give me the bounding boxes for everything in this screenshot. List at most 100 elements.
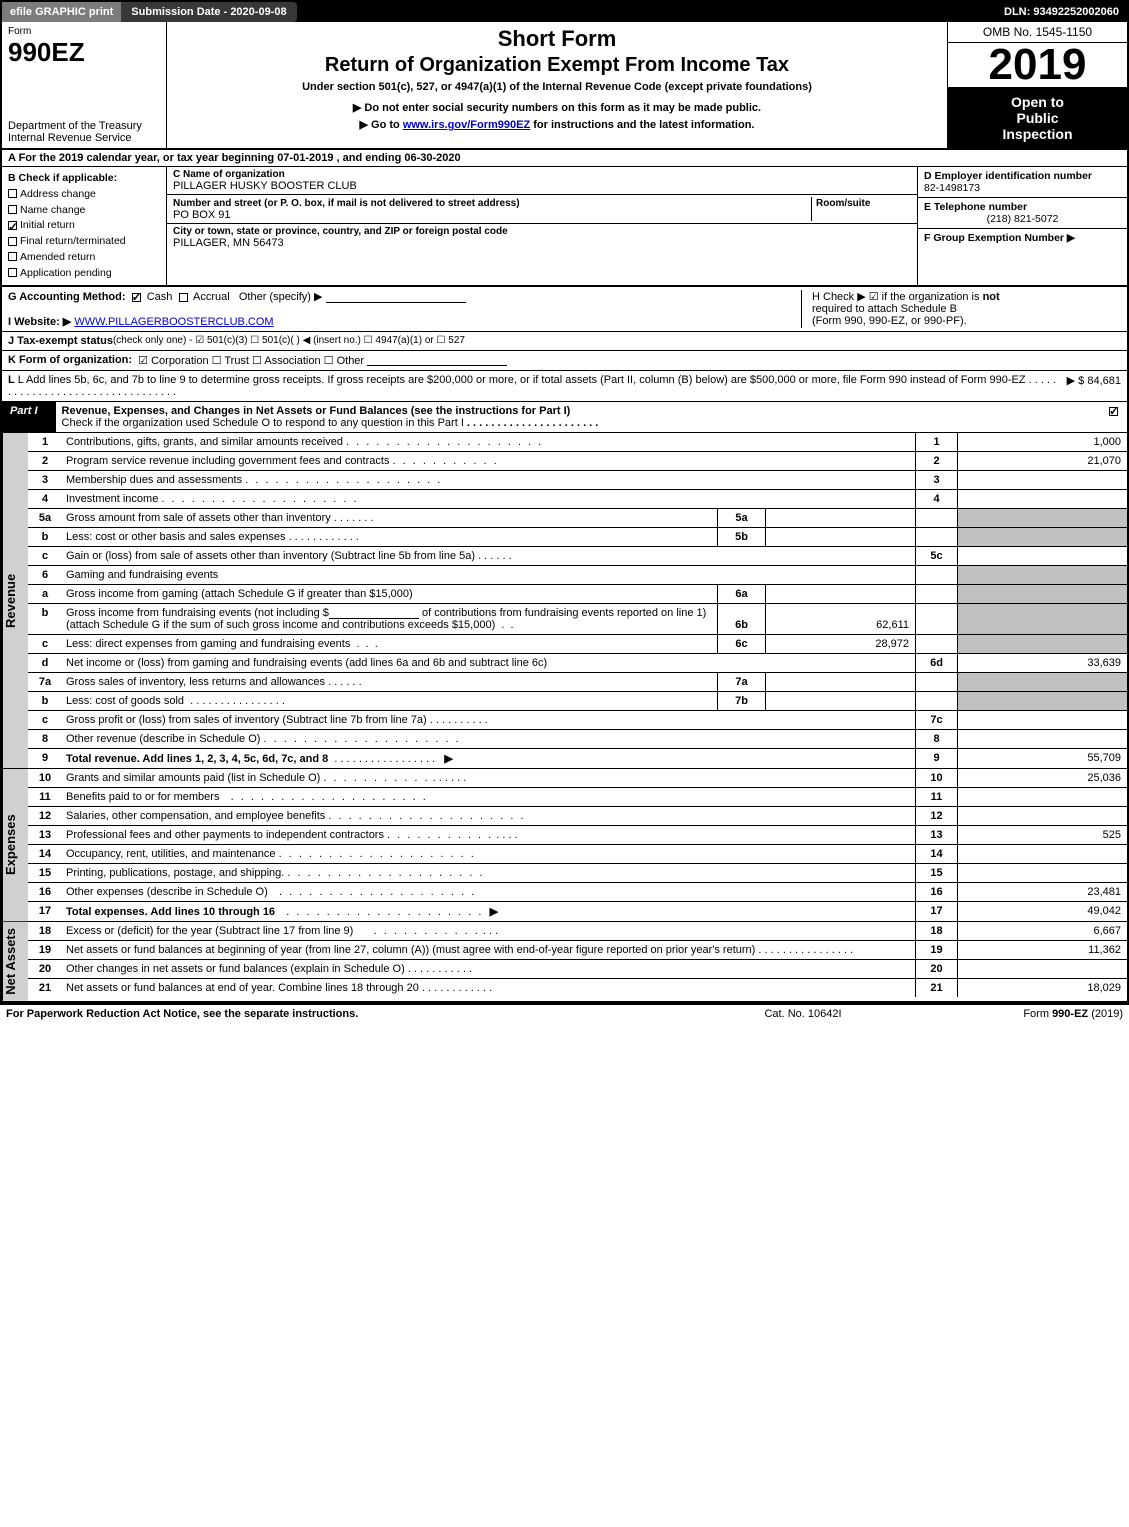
line-9: 9Total revenue. Add lines 1, 2, 3, 4, 5c…	[28, 749, 1127, 768]
net-assets-body: 18Excess or (deficit) for the year (Subt…	[28, 922, 1127, 1001]
form-header: Form 990EZ Department of the Treasury In…	[2, 22, 1127, 150]
row-h: H Check ▶ ☑ if the organization is not r…	[801, 290, 1121, 328]
ssn-warning: ▶ Do not enter social security numbers o…	[175, 101, 939, 114]
line-5b: bLess: cost or other basis and sales exp…	[28, 528, 1127, 547]
row-h-text3: (Form 990, 990-EZ, or 990-PF).	[812, 315, 967, 327]
check-name-change[interactable]: Name change	[8, 203, 160, 219]
line-2-val: 21,070	[957, 452, 1127, 470]
footer-paperwork: For Paperwork Reduction Act Notice, see …	[6, 1008, 683, 1020]
line-6b-val: 62,611	[765, 604, 915, 634]
inspection-1: Open to	[1011, 94, 1064, 110]
revenue-section: Revenue 1Contributions, gifts, grants, a…	[2, 433, 1127, 769]
line-4: 4Investment income 4	[28, 490, 1127, 509]
check-application-pending[interactable]: Application pending	[8, 266, 160, 282]
line-16-val: 23,481	[957, 883, 1127, 901]
check-final-return[interactable]: Final return/terminated	[8, 234, 160, 250]
section-c: C Name of organization PILLAGER HUSKY BO…	[167, 167, 917, 285]
expenses-section: Expenses 10Grants and similar amounts pa…	[2, 769, 1127, 922]
org-name-row: C Name of organization PILLAGER HUSKY BO…	[167, 167, 917, 195]
check-accrual[interactable]	[179, 293, 188, 302]
sidetab-revenue: Revenue	[2, 433, 28, 768]
check-address-change[interactable]: Address change	[8, 187, 160, 203]
dept-irs: Internal Revenue Service	[8, 132, 160, 144]
line-18-val: 6,667	[957, 922, 1127, 940]
line-6c-val: 28,972	[765, 635, 915, 653]
top-spacer	[301, 2, 996, 22]
cash-label: Cash	[147, 291, 173, 303]
expenses-body: 10Grants and similar amounts paid (list …	[28, 769, 1127, 921]
form-title-2: Return of Organization Exempt From Incom…	[175, 54, 939, 77]
line-2: 2Program service revenue including gover…	[28, 452, 1127, 471]
line-6a: aGross income from gaming (attach Schedu…	[28, 585, 1127, 604]
other-org-blank[interactable]	[367, 354, 507, 366]
line-4-val	[957, 490, 1127, 508]
website-link[interactable]: WWW.PILLAGERBOOSTERCLUB.COM	[74, 316, 273, 328]
part-1-label: Part I	[2, 402, 56, 432]
line-6d-val: 33,639	[957, 654, 1127, 672]
row-j-label: J Tax-exempt status	[8, 335, 113, 347]
org-address: PO BOX 91	[173, 209, 230, 221]
line-17: 17Total expenses. Add lines 10 through 1…	[28, 902, 1127, 921]
other-blank[interactable]	[326, 291, 466, 303]
org-address-row: Number and street (or P. O. box, if mail…	[167, 195, 917, 224]
info-right: D Employer identification number 82-1498…	[917, 167, 1127, 285]
footer-form: Form 990-EZ (2019)	[923, 1008, 1123, 1020]
irs-link[interactable]: www.irs.gov/Form990EZ	[403, 119, 530, 131]
form-label: Form	[8, 26, 160, 37]
line-7a: 7aGross sales of inventory, less returns…	[28, 673, 1127, 692]
header-center: Short Form Return of Organization Exempt…	[167, 22, 947, 148]
line-21: 21Net assets or fund balances at end of …	[28, 979, 1127, 997]
instructions-link-row: ▶ Go to www.irs.gov/Form990EZ for instru…	[175, 118, 939, 131]
line-6b: b Gross income from fundraising events (…	[28, 604, 1127, 635]
page-footer: For Paperwork Reduction Act Notice, see …	[0, 1005, 1129, 1023]
city-label: City or town, state or province, country…	[173, 226, 911, 237]
section-d: D Employer identification number 82-1498…	[918, 167, 1127, 198]
sidetab-expenses: Expenses	[2, 769, 28, 921]
line-16: 16Other expenses (describe in Schedule O…	[28, 883, 1127, 902]
line-5a: 5aGross amount from sale of assets other…	[28, 509, 1127, 528]
room-label: Room/suite	[816, 198, 870, 209]
row-g-label: G Accounting Method:	[8, 291, 126, 303]
info-block: B Check if applicable: Address change Na…	[2, 167, 1127, 286]
line-7b: bLess: cost of goods sold . . . . . . . …	[28, 692, 1127, 711]
part-1-checkbox[interactable]	[1103, 402, 1127, 432]
line-13-val: 525	[957, 826, 1127, 844]
note2-prefix: ▶ Go to	[360, 119, 403, 131]
line-3-val	[957, 471, 1127, 489]
line-19-val: 11,362	[957, 941, 1127, 959]
ein-label: D Employer identification number	[924, 170, 1092, 182]
row-h-text1: H Check ▶ ☑ if the organization is	[812, 291, 983, 303]
line-6c: cLess: direct expenses from gaming and f…	[28, 635, 1127, 654]
line-1-val: 1,000	[957, 433, 1127, 451]
check-cash[interactable]	[132, 293, 141, 302]
net-assets-section: Net Assets 18Excess or (deficit) for the…	[2, 922, 1127, 1003]
line-9-val: 55,709	[957, 749, 1127, 768]
public-inspection: Open to Public Inspection	[948, 88, 1127, 148]
revenue-body: 1Contributions, gifts, grants, and simil…	[28, 433, 1127, 768]
form-container: efile GRAPHIC print Submission Date - 20…	[0, 0, 1129, 1005]
line-18: 18Excess or (deficit) for the year (Subt…	[28, 922, 1127, 941]
org-name: PILLAGER HUSKY BOOSTER CLUB	[173, 180, 911, 192]
org-city-row: City or town, state or province, country…	[167, 224, 917, 251]
header-left: Form 990EZ Department of the Treasury In…	[2, 22, 167, 148]
line-14: 14Occupancy, rent, utilities, and mainte…	[28, 845, 1127, 864]
row-h-text2: required to attach Schedule B	[812, 303, 957, 315]
dept-treasury: Department of the Treasury	[8, 120, 160, 132]
row-l-text: L Add lines 5b, 6c, and 7b to line 9 to …	[18, 374, 1026, 386]
header-right: OMB No. 1545-1150 2019 Open to Public In…	[947, 22, 1127, 148]
inspection-3: Inspection	[1002, 126, 1072, 142]
check-amended-return[interactable]: Amended return	[8, 250, 160, 266]
line-7c: cGross profit or (loss) from sales of in…	[28, 711, 1127, 730]
section-f: F Group Exemption Number ▶	[918, 229, 1127, 285]
line-17-val: 49,042	[957, 902, 1127, 921]
check-initial-return[interactable]: Initial return	[8, 218, 160, 234]
part-1-header: Part I Revenue, Expenses, and Changes in…	[2, 402, 1127, 433]
line-13: 13Professional fees and other payments t…	[28, 826, 1127, 845]
row-j: J Tax-exempt status (check only one) - ☑…	[2, 332, 1127, 351]
addr-label: Number and street (or P. O. box, if mail…	[173, 198, 520, 209]
other-specify: Other (specify) ▶	[239, 291, 323, 303]
row-i-label: I Website: ▶	[8, 316, 71, 328]
dln-label: DLN: 93492252002060	[996, 2, 1127, 22]
org-name-label: C Name of organization	[173, 169, 911, 180]
line-1: 1Contributions, gifts, grants, and simil…	[28, 433, 1127, 452]
